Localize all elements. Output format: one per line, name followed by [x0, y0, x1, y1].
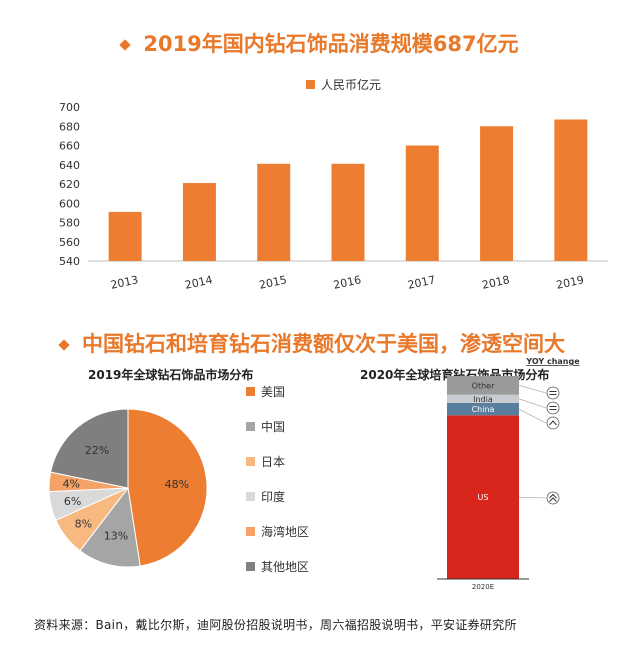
legend-swatch [246, 422, 255, 431]
pie-slice [127, 408, 208, 567]
legend-swatch [246, 457, 255, 466]
segment-label: China [472, 405, 495, 414]
y-tick-label: 580 [59, 217, 80, 230]
bottom-title-text: 中国钻石和培育钻石消费额仅次于美国，渗透空间大 [82, 332, 565, 356]
x-tick-label: 2014 [184, 273, 214, 292]
leader-line [518, 385, 547, 394]
y-tick-label: 560 [59, 236, 80, 249]
stack-segment [447, 376, 519, 395]
pie-slice [79, 486, 141, 568]
pie-value-label: 48% [165, 478, 189, 491]
pie-legend-item: 其他地区 [246, 558, 309, 575]
x-tick-label: 2017 [407, 273, 437, 292]
pie-value-label: 8% [75, 517, 92, 530]
up-chevron-icon [549, 493, 557, 499]
equal-icon [546, 401, 560, 415]
x-tick-label: 2019 [555, 273, 585, 292]
bar-legend: 人民币亿元 [306, 76, 381, 93]
x-tick-label: 2020E [472, 583, 494, 591]
top-title-text: 2019年国内钻石饰品消费规模687亿元 [143, 32, 519, 56]
up-chevron-icon [549, 497, 557, 502]
stack-segment [447, 415, 519, 579]
bottom-section-title: 中国钻石和培育钻石消费额仅次于美国，渗透空间大 [58, 328, 640, 358]
leader-line [518, 398, 547, 409]
bar [331, 163, 365, 261]
pie-value-label: 4% [63, 478, 80, 491]
legend-swatch [246, 492, 255, 501]
bar [108, 211, 142, 261]
y-tick-label: 540 [59, 255, 80, 268]
pie-legend-item: 海湾地区 [246, 523, 309, 540]
y-tick-label: 680 [59, 120, 80, 133]
legend-swatch [246, 527, 255, 536]
segment-label: US [478, 493, 489, 502]
leader-line [518, 408, 547, 424]
pie-legend-item: 中国 [246, 418, 285, 435]
x-tick-label: 2018 [481, 273, 511, 292]
legend-label: 海湾地区 [261, 525, 310, 539]
pie-legend-item: 日本 [246, 453, 285, 470]
segment-label: India [473, 395, 493, 404]
y-tick-label: 640 [59, 159, 80, 172]
legend-label: 美国 [261, 385, 286, 399]
bar [182, 183, 216, 261]
legend-label: 中国 [261, 420, 286, 434]
legend-label: 日本 [261, 455, 286, 469]
pie-legend-item: 美国 [246, 383, 285, 400]
pie-value-label: 6% [64, 495, 81, 508]
up-icon [546, 416, 560, 430]
y-tick-label: 660 [59, 140, 80, 153]
x-tick-label: 2016 [332, 273, 362, 292]
up-chevron-icon [549, 420, 557, 426]
legend-swatch [306, 80, 315, 89]
bar [257, 163, 291, 261]
stack-segment [447, 394, 519, 403]
segment-label: Other [472, 381, 495, 390]
bar [405, 145, 439, 261]
x-tick-label: 2015 [258, 273, 288, 292]
y-tick-label: 600 [59, 197, 80, 210]
yoy-header: YOY change [525, 357, 580, 366]
x-tick-label: 2013 [109, 273, 139, 292]
pie-slice [50, 408, 129, 489]
pie-chart-title: 2019年全球钻石饰品市场分布 [88, 368, 254, 382]
top-chart-title: 2019年国内钻石饰品消费规模687亿元 [0, 28, 640, 58]
equal-icon [546, 386, 560, 400]
legend-label: 人民币亿元 [321, 78, 382, 92]
y-tick-label: 620 [59, 178, 80, 191]
legend-label: 其他地区 [261, 560, 310, 574]
bar [554, 119, 588, 261]
diamond-bullet-icon [58, 339, 70, 351]
leader-line [518, 496, 547, 499]
pie-value-label: 22% [85, 444, 109, 457]
pie-value-label: 13% [104, 529, 128, 542]
pie-legend-item: 印度 [246, 488, 285, 505]
bar-chart: 540 560 580 600 620 640 660 680 700 2013 2014 2015 2… [59, 101, 608, 292]
source-note: 资料来源：Bain，戴比尔斯，迪阿股份招股说明书，周六福招股说明书，平安证券研究… [34, 618, 517, 632]
legend-label: 印度 [261, 490, 286, 504]
pie-chart: 48% 13% 8% 6% 4% 22% [48, 408, 208, 568]
y-tick-label: 700 [59, 101, 80, 114]
legend-swatch [246, 562, 255, 571]
stack-segment [447, 402, 519, 416]
legend-swatch [246, 387, 255, 396]
bar [480, 126, 514, 261]
